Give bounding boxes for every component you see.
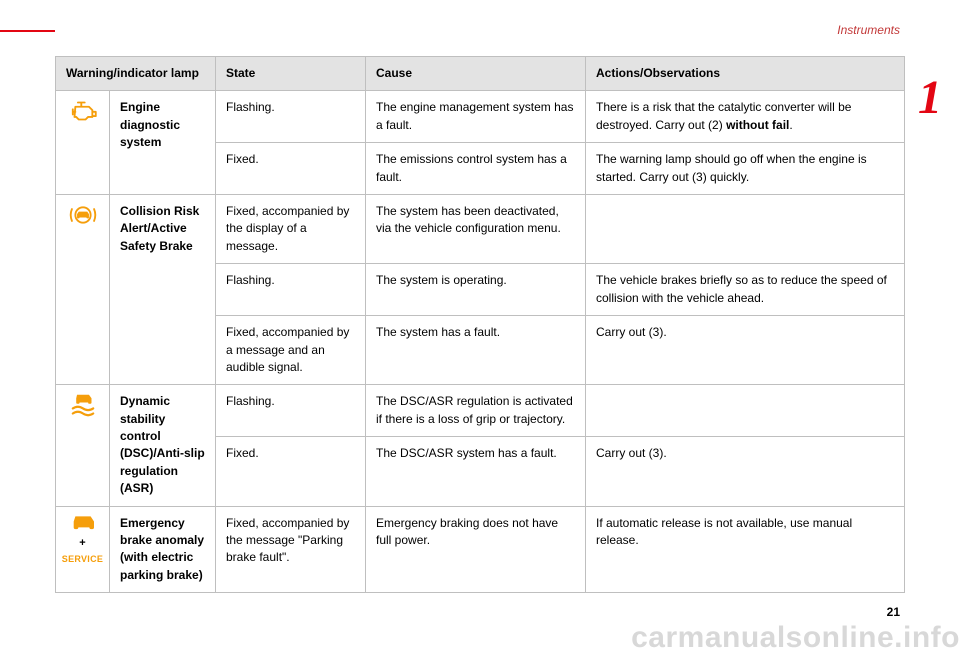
car-icon [66, 513, 100, 535]
cell-state: Flashing. [216, 264, 366, 316]
accent-bar [0, 30, 55, 32]
action-text-pre: There is a risk that the catalytic conve… [596, 100, 851, 131]
dsc-icon-cell [56, 385, 110, 506]
cell-action: The warning lamp should go off when the … [586, 143, 905, 195]
watermark: carmanualsonline.info [631, 621, 960, 655]
cell-state: Fixed. [216, 143, 366, 195]
cell-cause: Emergency braking does not have full pow… [366, 506, 586, 593]
warning-lamp-table-wrap: Warning/indicator lamp State Cause Actio… [55, 56, 905, 593]
cell-cause: The system is operating. [366, 264, 586, 316]
page-number: 21 [887, 605, 900, 619]
col-cause: Cause [366, 57, 586, 91]
action-text-bold: without fail [726, 118, 789, 132]
plus-icon: + [58, 536, 107, 552]
cell-action: The vehicle brakes briefly so as to redu… [586, 264, 905, 316]
col-state: State [216, 57, 366, 91]
cell-state: Fixed. [216, 437, 366, 507]
cell-cause: The system has a fault. [366, 316, 586, 385]
brake-icon-cell: + SERVICE [56, 506, 110, 593]
chapter-number: 1 [918, 70, 942, 125]
table-row: Engine diagnostic system Flashing. The e… [56, 91, 905, 143]
collision-icon-cell [56, 194, 110, 384]
warning-lamp-table: Warning/indicator lamp State Cause Actio… [55, 56, 905, 593]
engine-icon [66, 97, 100, 125]
table-row: Collision Risk Alert/Active Safety Brake… [56, 194, 905, 263]
cell-state: Flashing. [216, 385, 366, 437]
cell-state: Fixed, accompanied by a message and an a… [216, 316, 366, 385]
cell-state: Fixed, accompanied by the display of a m… [216, 194, 366, 263]
cell-action [586, 385, 905, 437]
cell-cause: The DSC/ASR regulation is activated if t… [366, 385, 586, 437]
cell-action: Carry out (3). [586, 316, 905, 385]
service-label: SERVICE [58, 553, 107, 566]
action-text-post: . [789, 118, 792, 132]
cell-action: Carry out (3). [586, 437, 905, 507]
table-row: + SERVICE Emergency brake anomaly (with … [56, 506, 905, 593]
cell-cause: The system has been deactivated, via the… [366, 194, 586, 263]
table-header-row: Warning/indicator lamp State Cause Actio… [56, 57, 905, 91]
cell-cause: The DSC/ASR system has a fault. [366, 437, 586, 507]
cell-action: There is a risk that the catalytic conve… [586, 91, 905, 143]
engine-icon-cell [56, 91, 110, 195]
cell-cause: The engine management system has a fault… [366, 91, 586, 143]
brake-name: Emergency brake anomaly (with electric p… [110, 506, 216, 593]
table-row: Dynamic stability control (DSC)/Anti-sli… [56, 385, 905, 437]
dsc-name: Dynamic stability control (DSC)/Anti-sli… [110, 385, 216, 506]
cell-state: Fixed, accompanied by the message "Parki… [216, 506, 366, 593]
cell-action: If automatic release is not available, u… [586, 506, 905, 593]
cell-action [586, 194, 905, 263]
cell-state: Flashing. [216, 91, 366, 143]
collision-icon [66, 201, 100, 229]
section-header: Instruments [837, 23, 900, 37]
cell-cause: The emissions control system has a fault… [366, 143, 586, 195]
collision-name: Collision Risk Alert/Active Safety Brake [110, 194, 216, 384]
engine-name: Engine diagnostic system [110, 91, 216, 195]
skid-icon [66, 391, 100, 419]
col-actions: Actions/Observations [586, 57, 905, 91]
col-lamp: Warning/indicator lamp [56, 57, 216, 91]
